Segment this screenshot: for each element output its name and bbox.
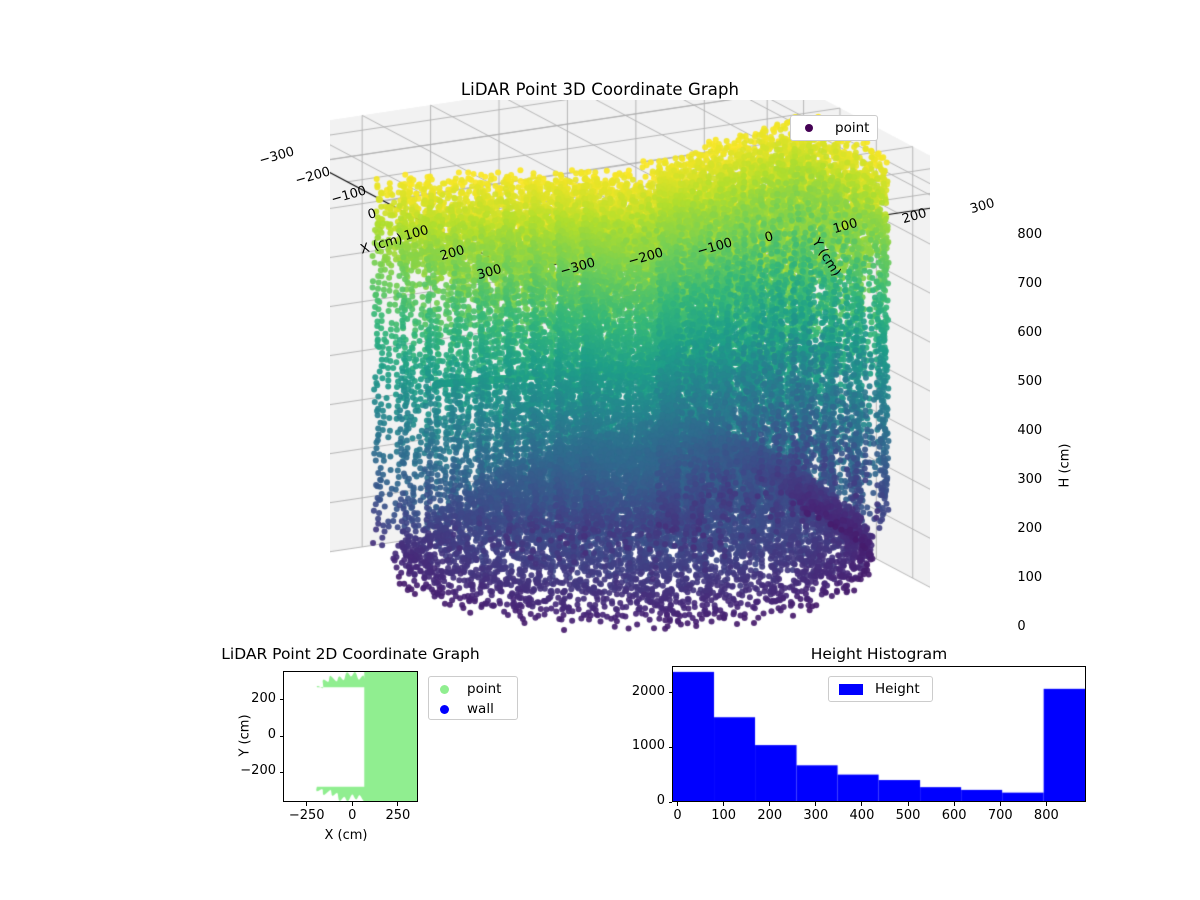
- axis-label-x-2d: X (cm): [324, 828, 368, 843]
- tick-mark: [815, 802, 817, 806]
- height-patch-icon: [839, 683, 863, 695]
- histogram-title: Height Histogram: [810, 645, 948, 663]
- tick-label-z-3d: 600: [1017, 325, 1043, 340]
- tick-mark: [668, 692, 672, 694]
- legend-entry-point-2d[interactable]: point: [433, 679, 513, 699]
- point-marker-icon: [440, 684, 449, 694]
- lidar-2d-axes[interactable]: [283, 671, 418, 802]
- legend-label-height: Height: [875, 681, 920, 697]
- tick-label-z-3d: 500: [1017, 374, 1043, 390]
- tick-label-x-hist: 800: [1033, 808, 1059, 823]
- legend-2d[interactable]: point wall: [428, 676, 518, 720]
- tick-label-x-hist: 300: [803, 808, 829, 823]
- tick-mark: [397, 802, 399, 806]
- axis-label-y-2d: Y (cm): [237, 713, 253, 757]
- tick-label-z-3d: 400: [1017, 423, 1043, 439]
- tick-label-x-3d: −200: [293, 163, 332, 189]
- wall-marker-icon: [440, 704, 449, 714]
- chart-3d-title: LiDAR Point 3D Coordinate Graph: [460, 80, 740, 99]
- tick-label-y-hist: 2000: [631, 683, 665, 699]
- tick-mark: [668, 746, 672, 748]
- tick-label-y-2d: −200: [240, 763, 276, 779]
- tick-mark: [668, 801, 672, 803]
- legend-label-point-2d: point: [467, 681, 502, 697]
- tick-label-y-2d: 0: [267, 727, 276, 743]
- lidar-2d-canvas[interactable]: [284, 672, 417, 801]
- tick-label-x-hist: 700: [987, 808, 1013, 823]
- tick-mark: [279, 699, 283, 701]
- tick-mark: [1045, 802, 1047, 806]
- tick-mark: [861, 802, 863, 806]
- tick-mark: [723, 802, 725, 806]
- tick-label-x-hist: 400: [849, 808, 875, 823]
- tick-label-y-hist: 0: [656, 793, 665, 808]
- tick-label-z-3d: 0: [1017, 619, 1026, 635]
- tick-label-x-2d: 0: [348, 808, 357, 823]
- tick-mark: [351, 802, 353, 806]
- legend-entry-height[interactable]: Height: [833, 679, 928, 699]
- tick-label-x-hist: 600: [941, 808, 967, 823]
- tick-label-x-2d: 250: [385, 808, 411, 823]
- lidar-3d-axes[interactable]: [330, 100, 930, 660]
- tick-label-x-hist: 500: [895, 808, 921, 823]
- tick-label-x-hist: 200: [757, 808, 783, 823]
- tick-mark: [677, 802, 679, 806]
- tick-label-z-3d: 300: [1017, 472, 1043, 488]
- chart-2d-title: LiDAR Point 2D Coordinate Graph: [221, 645, 480, 663]
- axis-label-z-3d: H (cm): [1057, 443, 1073, 488]
- tick-label-x-hist: 0: [673, 808, 682, 823]
- tick-mark: [999, 802, 1001, 806]
- tick-label-y-hist: 1000: [631, 738, 665, 754]
- legend-entry-wall-2d[interactable]: wall: [433, 699, 513, 719]
- tick-mark: [279, 735, 283, 737]
- legend-histogram[interactable]: Height: [828, 676, 933, 702]
- tick-label-z-3d: 800: [1017, 226, 1043, 242]
- tick-label-z-3d: 700: [1017, 275, 1043, 291]
- legend-3d[interactable]: point: [790, 115, 878, 141]
- tick-mark: [306, 802, 308, 806]
- legend-label-point: point: [835, 120, 870, 136]
- tick-label-x-hist: 100: [711, 808, 737, 823]
- point-marker-icon: [805, 124, 813, 132]
- tick-mark: [953, 802, 955, 806]
- tick-mark: [279, 771, 283, 773]
- tick-label-y-2d: 200: [251, 690, 276, 706]
- lidar-3d-canvas[interactable]: [330, 100, 930, 660]
- tick-label-z-3d: 200: [1017, 521, 1043, 537]
- tick-label-x-3d: −300: [257, 144, 296, 169]
- tick-mark: [907, 802, 909, 806]
- legend-label-wall-2d: wall: [467, 701, 494, 717]
- tick-label-y-3d: 300: [968, 195, 997, 217]
- tick-mark: [769, 802, 771, 806]
- tick-label-z-3d: 100: [1017, 570, 1043, 586]
- tick-label-x-2d: −250: [288, 808, 325, 823]
- legend-entry-point[interactable]: point: [797, 118, 871, 138]
